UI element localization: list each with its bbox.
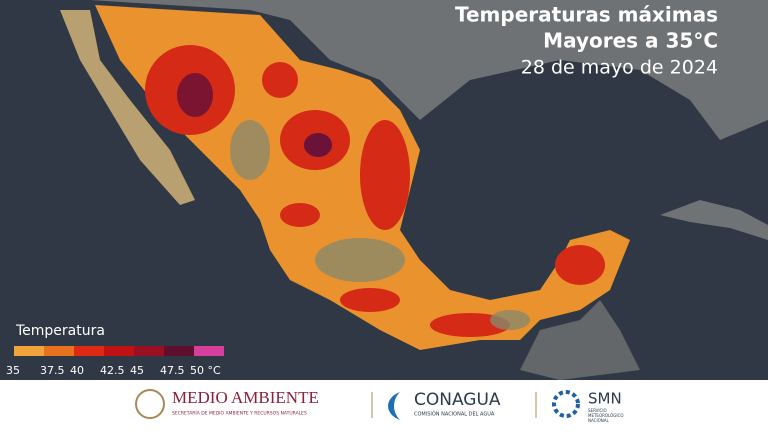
logo3-name: SMN (588, 390, 622, 408)
logo3-subtitle-box: SERVICIO METEOROLÓGICO NACIONAL (588, 408, 624, 423)
legend-tick-label: 42.5 (100, 364, 125, 377)
legend-swatch (134, 346, 164, 356)
logo2-emblem (388, 392, 400, 420)
cuba (660, 200, 768, 240)
legend-tick-label: 47.5 (160, 364, 185, 377)
logo1-subtitle: SECRETARÍA DE MEDIO AMBIENTE Y RECURSOS … (172, 410, 307, 417)
baja-california (60, 10, 195, 205)
legend-tick-label: 45 (130, 364, 144, 377)
date: 28 de mayo de 2024 (521, 57, 718, 79)
legend-tick-label: 37.5 (40, 364, 65, 377)
legend-swatch (164, 346, 194, 356)
title-line2: Mayores a 35°C (543, 29, 718, 53)
central-america (520, 300, 640, 380)
legend: 35 37.5 40 42.5 45 47.5 50 °C (6, 346, 224, 377)
logo1-name: MEDIO AMBIENTE (172, 388, 319, 407)
logo2-subtitle: COMISIÓN NACIONAL DEL AGUA (414, 411, 495, 418)
legend-swatch (44, 346, 74, 356)
legend-tick-label: 35 (6, 364, 20, 377)
hot-areas (145, 45, 605, 337)
title-line1: Temperaturas máximas (455, 3, 718, 27)
legend-swatch (104, 346, 134, 356)
logo2-name: CONAGUA (414, 390, 501, 410)
usa-land (0, 0, 768, 140)
footer (0, 380, 768, 432)
logo1-emblem (135, 389, 165, 419)
logo3-emblem (552, 390, 580, 418)
legend-title: Temperatura (15, 323, 105, 339)
logo3-subtitle: SERVICIO METEOROLÓGICO NACIONAL (588, 408, 624, 423)
legend-swatch (14, 346, 44, 356)
legend-tick-label: 40 (70, 364, 84, 377)
legend-swatch (74, 346, 104, 356)
legend-swatch (194, 346, 224, 356)
legend-tick-label: 50 °C (190, 364, 221, 377)
